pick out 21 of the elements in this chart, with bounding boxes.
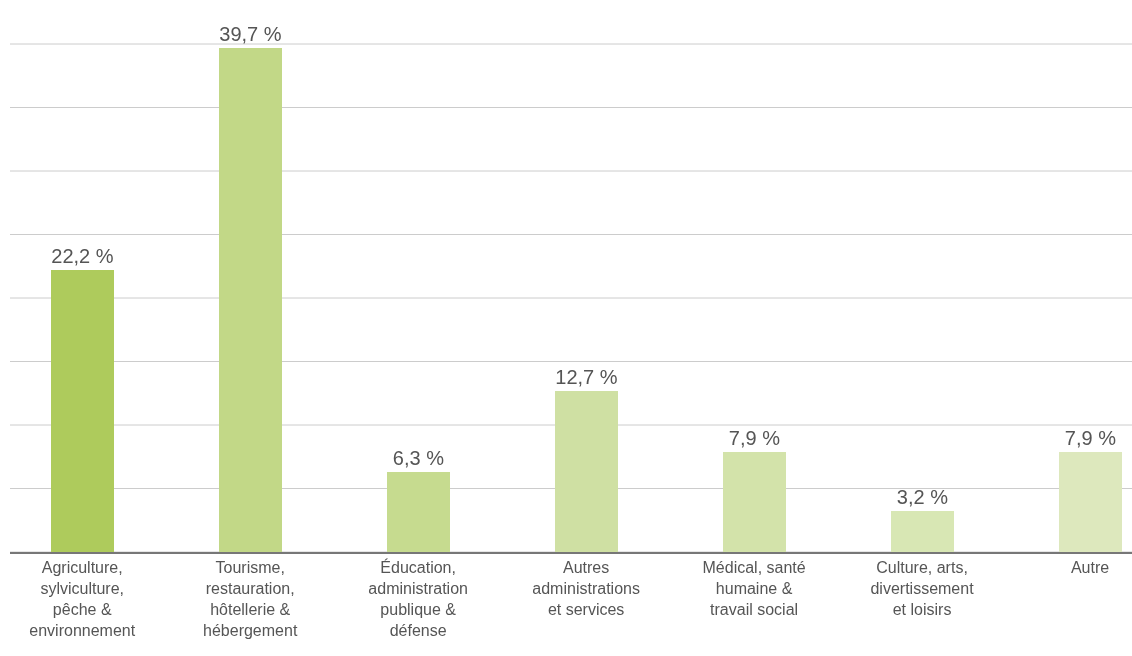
bar bbox=[555, 391, 618, 552]
data-label: 12,7 % bbox=[555, 366, 618, 388]
data-label: 6,3 % bbox=[392, 447, 445, 469]
x-tick-label: Culture, arts, divertissement et loisirs bbox=[870, 559, 975, 618]
x-tick-label: Médical, santé humaine & travail social bbox=[702, 559, 806, 618]
x-tick-label: Autres administrations et services bbox=[532, 559, 640, 618]
x-tick-label: Autre bbox=[1070, 559, 1110, 577]
data-label: 39,7 % bbox=[219, 23, 282, 45]
bar bbox=[723, 452, 786, 552]
data-label: 22,2 % bbox=[51, 245, 114, 267]
x-tick-label: Éducation, administration publique & défense bbox=[368, 558, 468, 639]
data-label: 7,9 % bbox=[728, 427, 781, 449]
bar bbox=[51, 270, 114, 552]
data-label: 7,9 % bbox=[1064, 427, 1117, 449]
x-tick-label: Tourisme, restauration, hôtellerie & hébergement bbox=[203, 559, 298, 639]
bar bbox=[219, 48, 282, 552]
bar bbox=[1059, 452, 1122, 552]
bar bbox=[891, 511, 954, 552]
data-label: 3,2 % bbox=[896, 486, 949, 508]
bar bbox=[387, 472, 450, 552]
x-tick-label: Agriculture, sylviculture, pêche & environnement bbox=[29, 559, 136, 639]
